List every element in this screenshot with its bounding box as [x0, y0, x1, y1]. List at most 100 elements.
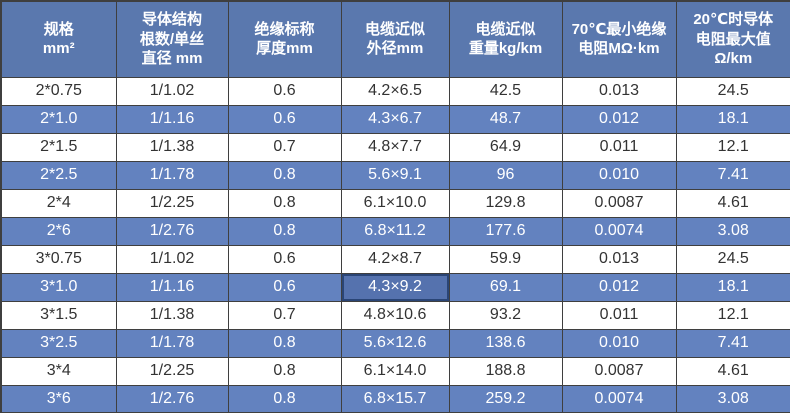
- cell: 0.0087: [561, 188, 677, 218]
- cell: 24.5: [675, 244, 790, 274]
- cell: 2*6: [0, 216, 117, 246]
- cell: 6.8×15.7: [340, 384, 450, 413]
- cell: 138.6: [448, 328, 563, 358]
- cell: 5.6×12.6: [340, 328, 450, 358]
- cell: 1/2.25: [115, 356, 229, 386]
- cell: 2*1.5: [0, 132, 117, 162]
- table-row: 3*1.0 1/1.16 0.6 4.3×9.2 69.1 0.012 18.1: [0, 272, 790, 302]
- cell: 0.6: [227, 104, 342, 134]
- cell: 0.7: [227, 300, 342, 330]
- cell: 3.08: [675, 216, 790, 246]
- table-row: 2*6 1/2.76 0.8 6.8×11.2 177.6 0.0074 3.08: [0, 216, 790, 246]
- cell: 0.012: [561, 104, 677, 134]
- header-row: 规格 mm² 导体结构 根数/单丝 直径 mm 绝缘标称 厚度mm 电缆近似 外径mm…: [0, 0, 790, 78]
- cell: 0.6: [227, 76, 342, 106]
- cell: 3*4: [0, 356, 117, 386]
- cell: 0.8: [227, 384, 342, 413]
- cell: 1/1.02: [115, 76, 229, 106]
- column-header: 导体结构 根数/单丝 直径 mm: [115, 0, 229, 78]
- cell: 0.0074: [561, 216, 677, 246]
- cell: 1/1.02: [115, 244, 229, 274]
- table-row: 3*6 1/2.76 0.8 6.8×15.7 259.2 0.0074 3.08: [0, 384, 790, 413]
- cell: 4.8×7.7: [340, 132, 450, 162]
- cell: 4.61: [675, 188, 790, 218]
- column-header: 20℃时导体 电阻最大值 Ω/km: [675, 0, 790, 78]
- cell: 1/1.16: [115, 272, 229, 302]
- cell: 0.011: [561, 300, 677, 330]
- cell: 18.1: [675, 104, 790, 134]
- table-row: 2*4 1/2.25 0.8 6.1×10.0 129.8 0.0087 4.61: [0, 188, 790, 218]
- cell: 0.7: [227, 132, 342, 162]
- cell: 2*2.5: [0, 160, 117, 190]
- column-header: 规格 mm²: [0, 0, 117, 78]
- cell: 3*6: [0, 384, 117, 413]
- cell: 1/1.78: [115, 160, 229, 190]
- cell: 259.2: [448, 384, 563, 413]
- cell: 0.6: [227, 272, 342, 302]
- column-header: 绝缘标称 厚度mm: [227, 0, 342, 78]
- cell: 177.6: [448, 216, 563, 246]
- highlighted-cell: 4.3×9.2: [340, 272, 450, 302]
- cell: 0.010: [561, 328, 677, 358]
- table-row: 3*1.5 1/1.38 0.7 4.8×10.6 93.2 0.011 12.1: [0, 300, 790, 330]
- cell: 1/1.38: [115, 132, 229, 162]
- cell: 7.41: [675, 160, 790, 190]
- table-row: 3*2.5 1/1.78 0.8 5.6×12.6 138.6 0.010 7.41: [0, 328, 790, 358]
- cell: 4.61: [675, 356, 790, 386]
- table-row: 2*0.75 1/1.02 0.6 4.2×6.5 42.5 0.013 24.5: [0, 76, 790, 106]
- cell: 1/1.78: [115, 328, 229, 358]
- cell: 0.6: [227, 244, 342, 274]
- cell: 3*2.5: [0, 328, 117, 358]
- cell: 4.2×6.5: [340, 76, 450, 106]
- table-row: 2*1.5 1/1.38 0.7 4.8×7.7 64.9 0.011 12.1: [0, 132, 790, 162]
- cell: 1/2.76: [115, 384, 229, 413]
- cell: 4.3×6.7: [340, 104, 450, 134]
- cell: 0.0087: [561, 356, 677, 386]
- column-header: 电缆近似 外径mm: [340, 0, 450, 78]
- cell: 3.08: [675, 384, 790, 413]
- cell: 0.011: [561, 132, 677, 162]
- cell: 3*1.5: [0, 300, 117, 330]
- cell: 188.8: [448, 356, 563, 386]
- cell: 0.8: [227, 188, 342, 218]
- table-body: 2*0.75 1/1.02 0.6 4.2×6.5 42.5 0.013 24.5 2*1.0…: [0, 76, 790, 413]
- column-header: 70℃最小绝缘 电阻MΩ·km: [561, 0, 677, 78]
- cell: 2*4: [0, 188, 117, 218]
- cell: 5.6×9.1: [340, 160, 450, 190]
- table-header: 规格 mm² 导体结构 根数/单丝 直径 mm 绝缘标称 厚度mm 电缆近似 外径mm…: [0, 0, 790, 78]
- cell: 59.9: [448, 244, 563, 274]
- cell: 6.1×10.0: [340, 188, 450, 218]
- cell: 3*1.0: [0, 272, 117, 302]
- cell: 0.0074: [561, 384, 677, 413]
- cell: 42.5: [448, 76, 563, 106]
- cell: 6.1×14.0: [340, 356, 450, 386]
- cell: 96: [448, 160, 563, 190]
- table-row: 2*1.0 1/1.16 0.6 4.3×6.7 48.7 0.012 18.1: [0, 104, 790, 134]
- cell: 1/1.16: [115, 104, 229, 134]
- cell: 24.5: [675, 76, 790, 106]
- cell: 48.7: [448, 104, 563, 134]
- cell: 3*0.75: [0, 244, 117, 274]
- cell: 2*0.75: [0, 76, 117, 106]
- cell: 7.41: [675, 328, 790, 358]
- cell: 4.8×10.6: [340, 300, 450, 330]
- cell: 0.8: [227, 216, 342, 246]
- cell: 1/2.76: [115, 216, 229, 246]
- cell: 1/2.25: [115, 188, 229, 218]
- cell: 6.8×11.2: [340, 216, 450, 246]
- table-row: 2*2.5 1/1.78 0.8 5.6×9.1 96 0.010 7.41: [0, 160, 790, 190]
- cell: 4.2×8.7: [340, 244, 450, 274]
- cell: 18.1: [675, 272, 790, 302]
- cell: 1/1.38: [115, 300, 229, 330]
- column-header: 电缆近似 重量kg/km: [448, 0, 563, 78]
- cell: 0.013: [561, 244, 677, 274]
- cell: 64.9: [448, 132, 563, 162]
- cell: 69.1: [448, 272, 563, 302]
- cell: 0.012: [561, 272, 677, 302]
- cell: 0.8: [227, 356, 342, 386]
- table-row: 3*4 1/2.25 0.8 6.1×14.0 188.8 0.0087 4.61: [0, 356, 790, 386]
- cell: 0.013: [561, 76, 677, 106]
- cell: 0.010: [561, 160, 677, 190]
- cell: 0.8: [227, 160, 342, 190]
